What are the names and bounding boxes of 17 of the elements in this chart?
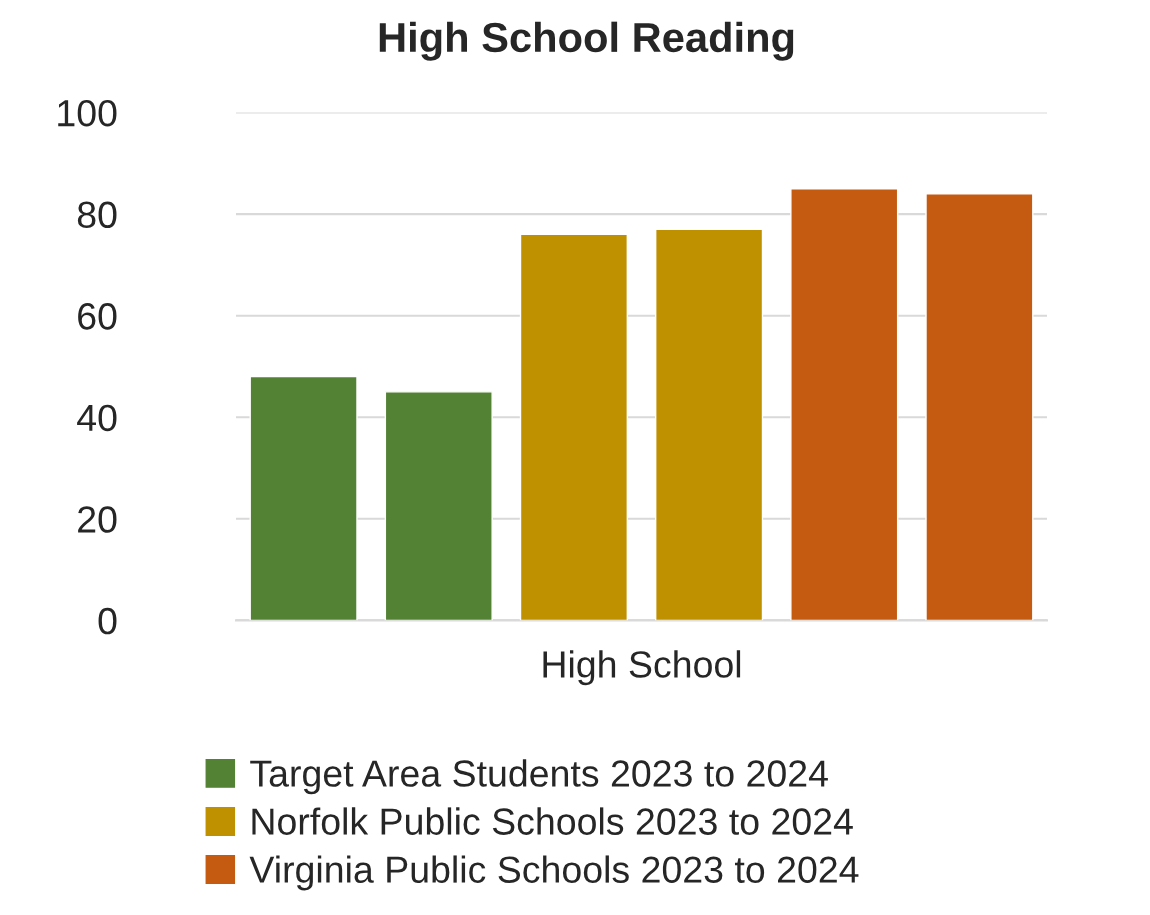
chart-title: High School Reading bbox=[379, 21, 794, 61]
bar bbox=[519, 233, 629, 621]
y-tick-label: 100 bbox=[58, 99, 117, 127]
legend-label: Target Area Students 2023 to 2024 bbox=[250, 759, 828, 795]
y-tick-label: 0 bbox=[98, 607, 117, 635]
bar bbox=[384, 391, 493, 621]
legend-label: Virginia Public Schools 2023 to 2024 bbox=[249, 855, 859, 891]
legend-label: Norfolk Public Schools 2023 to 2024 bbox=[252, 807, 853, 835]
x-axis-title: High School bbox=[543, 650, 741, 686]
y-tick-label: 20 bbox=[78, 506, 117, 533]
y-tick-label: 80 bbox=[77, 201, 117, 229]
bar bbox=[249, 375, 358, 621]
y-tick-label: 60 bbox=[78, 303, 117, 330]
bar bbox=[654, 228, 764, 621]
bar bbox=[790, 188, 899, 621]
y-tick-label: 40 bbox=[77, 404, 117, 432]
bar bbox=[925, 193, 1034, 621]
